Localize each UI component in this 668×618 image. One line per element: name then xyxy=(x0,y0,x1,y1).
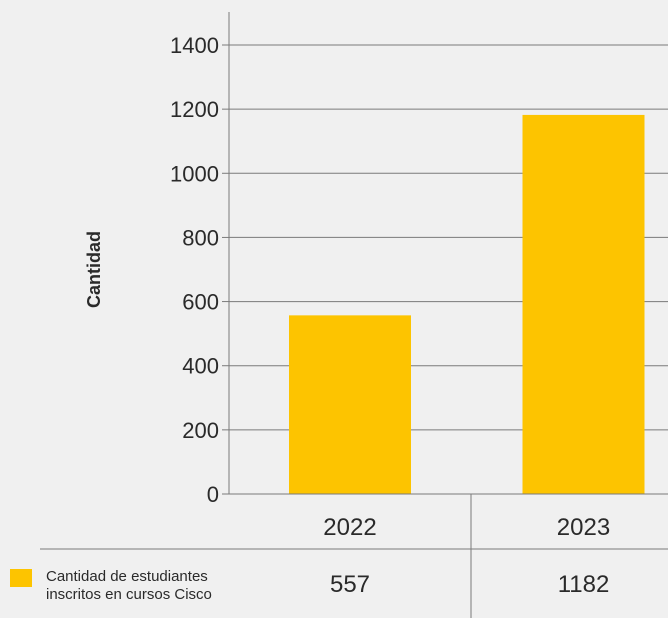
y-tick-label: 1200 xyxy=(170,97,219,122)
category-label: 2023 xyxy=(557,514,610,541)
y-tick-label: 1000 xyxy=(170,161,219,186)
data-value-label: 557 xyxy=(330,571,370,598)
axes xyxy=(228,12,668,495)
y-tick-label: 600 xyxy=(182,290,219,315)
bar xyxy=(522,114,645,494)
y-tick-label: 1400 xyxy=(170,33,219,58)
legend-swatch xyxy=(10,569,32,587)
y-tick-label: 200 xyxy=(182,418,219,443)
data-table: 2022 557 2023 1182 xyxy=(40,494,668,618)
y-tick-label: 0 xyxy=(207,482,219,507)
y-axis-label: Cantidad xyxy=(84,231,104,308)
y-tick-label: 800 xyxy=(182,225,219,250)
legend-label: Cantidad de estudiantes inscritos en cur… xyxy=(46,568,212,603)
y-tick-labels: 0 200 400 600 800 1000 1200 1400 xyxy=(170,33,219,507)
category-label: 2022 xyxy=(323,514,376,541)
data-value-label: 1182 xyxy=(558,571,610,598)
bars xyxy=(289,114,645,494)
y-tick-label: 400 xyxy=(182,354,219,379)
bar xyxy=(289,315,411,494)
